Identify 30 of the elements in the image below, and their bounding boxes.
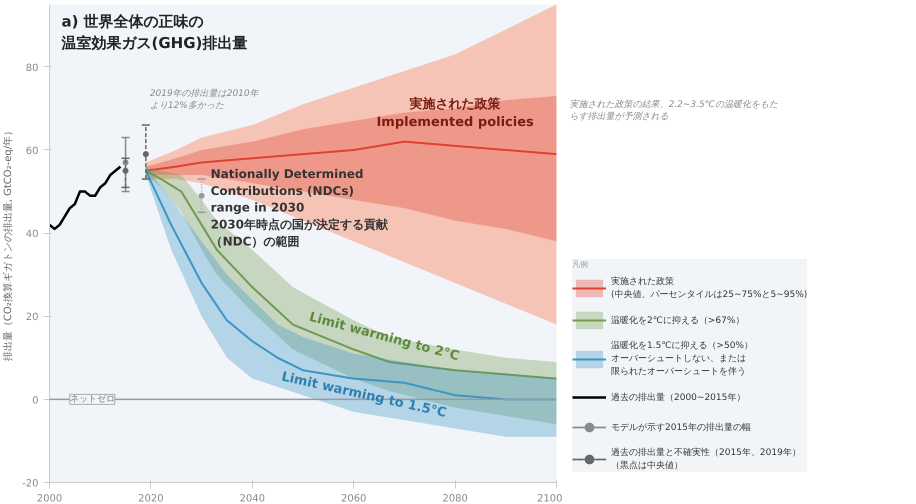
text: a) 世界全体の正味の温室効果ガス(GHG)排出量 xyxy=(60,12,248,52)
point xyxy=(142,151,149,158)
x-tick-label: 2060 xyxy=(340,494,366,504)
text: 実施された政策の結果、2.2~3.5℃の温暖化をもたらす排出量が予測される xyxy=(570,99,778,122)
legend-label: 実施された政策 (中央値、パーセンタイルは25~75%と5~95%) xyxy=(611,276,808,301)
y-tick-label: 80 xyxy=(26,62,39,74)
y-tick-label: 20 xyxy=(26,312,39,324)
ref-line-label: ネットゼロ xyxy=(70,394,115,404)
y-tick-label: 0 xyxy=(32,395,39,406)
point xyxy=(122,168,129,174)
y-tick-label: 40 xyxy=(26,229,39,240)
point xyxy=(198,192,205,199)
legend-label: モデルが示す2015年の排出量の幅 xyxy=(611,422,751,434)
line-series xyxy=(50,165,122,230)
x-tick-label: 2080 xyxy=(442,494,468,504)
legend-label: 温暖化を2℃に抑える（>67%） xyxy=(611,314,744,326)
annotation: Nationally Determined Contributions (NDCs) range in 2030 2030年時点の国が決定する貢献（NDC）の範囲 xyxy=(210,167,389,248)
x-tick-label: 2040 xyxy=(240,494,266,504)
x-tick-label: 2000 xyxy=(36,494,62,504)
annotation: 実施された政策 Implemented policies xyxy=(376,96,534,130)
legend-title: 凡例 xyxy=(572,259,589,270)
y-tick-label: -20 xyxy=(22,478,39,490)
y-tick-label: 60 xyxy=(26,146,39,157)
legend-label: 過去の排出量と不確実性（2015年、2019年）（黒点は中央値） xyxy=(611,446,801,472)
y-axis-title: 排出量（CO₂換算ギガトンの排出量, GtCO₂-eq/年） xyxy=(2,126,14,362)
legend-label: 温暖化を1.5℃に抑える（>50%）オーバーシュートしない、または限られたオーバーシュートを伴う xyxy=(611,340,753,378)
legend-label: 過去の排出量（2000~2015年） xyxy=(611,392,746,404)
annotation: 2019年の排出量は2010年より12%多かった xyxy=(150,88,260,112)
x-tick-label: 2020 xyxy=(138,494,164,504)
x-tick-label: 2100 xyxy=(537,494,563,504)
